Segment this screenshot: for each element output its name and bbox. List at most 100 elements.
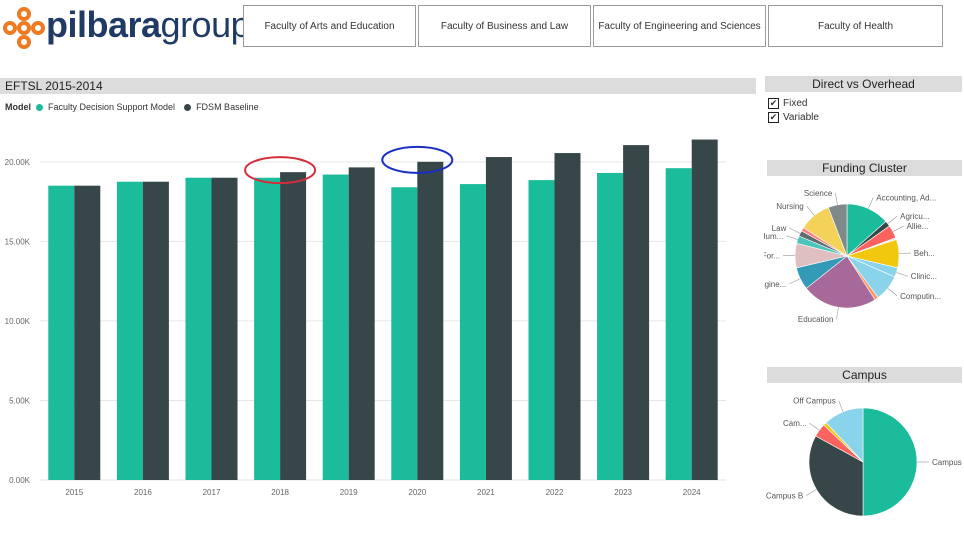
pie-label: Clinic... [911,272,937,281]
main-chart-legend: Model Faculty Decision Support Model FDS… [5,102,259,112]
tab-label: Faculty of Health [817,20,894,32]
x-tick-label: 2015 [65,488,83,497]
bar-fdsm-2024 [665,168,692,480]
pie-label: Campus ... [932,458,964,467]
logo-wordmark: pilbaragroup [46,4,251,45]
bar-fdsm-2018 [254,177,281,480]
legend-swatch-fdsm [36,103,43,111]
pie-label: Agricu... [900,212,929,221]
legend-item-fdsm[interactable]: Faculty Decision Support Model [48,102,176,112]
bar-fdsm-2023 [597,172,624,481]
pie-leader-line [806,206,815,216]
main-chart-title: EFTSL 2015-2014 [0,78,756,94]
x-tick-label: 2021 [477,488,495,497]
y-tick-label: 10.00K [5,317,31,326]
tab-label: Faculty of Business and Law [440,20,569,32]
bar-fdsm-2019 [322,174,349,480]
bar-baseline-2018 [280,172,307,480]
legend-item-baseline[interactable]: FDSM Baseline [196,102,259,112]
x-tick-label: 2022 [546,488,564,497]
funding-cluster-title: Funding Cluster [767,160,962,176]
pie-slice [827,203,848,257]
pilbara-group-logo: pilbaragroup [0,0,251,55]
funding-cluster-pie: Accounting, Ad... Agricu...Allie... Beh...… [764,189,941,324]
pie-leader-line [887,288,898,297]
tab-engineering-sciences[interactable]: Faculty of Engineering and Sciences [593,5,766,47]
pie-label: Education [798,315,834,324]
tab-arts-education[interactable]: Faculty of Arts and Education [243,5,416,47]
pie-label: Science [804,189,833,198]
campus-pie: Campus ... Campus B Cam... Off Campus [766,397,964,517]
bar-baseline-2023 [623,145,650,480]
pie-leader-line [806,489,817,496]
checkbox-variable[interactable]: ✔ [768,112,779,123]
x-tick-label: 2024 [683,488,701,497]
bar-fdsm-2017 [185,177,212,480]
pie-leader-line [892,225,904,232]
bar-fdsm-2020 [391,187,418,480]
pie-label: Engine... [764,280,786,289]
pie-label: Hum... [764,232,783,241]
pie-leader-line [887,215,898,224]
variable-label: Variable [783,112,819,123]
pie-label: Computin... [900,292,941,301]
pie-label: Allie... [907,222,929,231]
x-tick-label: 2020 [408,488,426,497]
pie-leader-line [789,278,801,285]
pie-label: Campus B [766,492,803,501]
bar-baseline-2016 [142,181,169,481]
pie-leader-line [896,272,908,277]
fixed-checkbox[interactable]: ✔ Fixed [768,98,807,109]
bar-fdsm-2016 [116,181,143,481]
tab-label: Faculty of Engineering and Sciences [598,20,761,32]
eftsl-bar-chart: 0.00K 5.00K 10.00K 15.00K 20.00K 2015 2016 2017… [5,139,726,497]
x-tick-label: 2016 [134,488,152,497]
pie-leader-line [789,227,801,234]
bar-fdsm-2015 [48,185,75,480]
pie-leader-line [868,197,874,209]
bar-baseline-2024 [691,139,718,480]
fixed-label: Fixed [783,98,808,109]
bar-baseline-2020 [417,161,444,480]
y-tick-label: 5.00K [9,396,31,405]
pie-leader-line [898,252,911,254]
tab-business-law[interactable]: Faculty of Business and Law [418,5,591,47]
x-tick-label: 2019 [340,488,358,497]
pie-label: Nursing [776,202,804,211]
pie-label: Accounting, Ad... [876,194,936,203]
y-tick-label: 20.00K [5,158,31,167]
bar-fdsm-2022 [528,180,555,480]
pie-slice [808,435,864,517]
pie-label: Cam... [783,419,807,428]
checkbox-fixed[interactable]: ✔ [768,98,779,109]
bar-baseline-2019 [348,167,375,481]
pie-leader-line [836,307,839,320]
direct-overhead-title: Direct vs Overhead [765,76,962,92]
pie-label: For... [764,251,780,260]
annotation-ellipse-2018 [244,156,317,185]
x-tick-label: 2023 [614,488,632,497]
pie-leader-line [809,422,820,431]
campus-title: Campus [767,367,962,383]
pie-slice [825,407,864,463]
bar-baseline-2021 [485,157,512,480]
pie-slice [805,255,876,309]
pie-leader-line [835,193,838,205]
bar-baseline-2022 [554,153,581,480]
y-tick-label: 15.00K [5,237,31,246]
annotation-ellipse-2020 [381,145,454,174]
pie-leader-line [838,400,844,412]
variable-checkbox[interactable]: ✔ Variable [768,112,819,123]
bar-baseline-2017 [211,177,238,480]
bar-baseline-2015 [74,185,101,480]
x-tick-label: 2017 [203,488,221,497]
pie-leader-line [786,235,798,240]
legend-title: Model [5,102,31,112]
tab-health[interactable]: Faculty of Health [768,5,943,47]
pie-label: Beh... [914,249,935,258]
logo-mark-icon [3,7,45,49]
bar-fdsm-2021 [459,184,486,480]
tab-label: Faculty of Arts and Education [264,20,395,32]
pie-label: Off Campus [793,397,836,406]
pie-slice [862,407,918,517]
